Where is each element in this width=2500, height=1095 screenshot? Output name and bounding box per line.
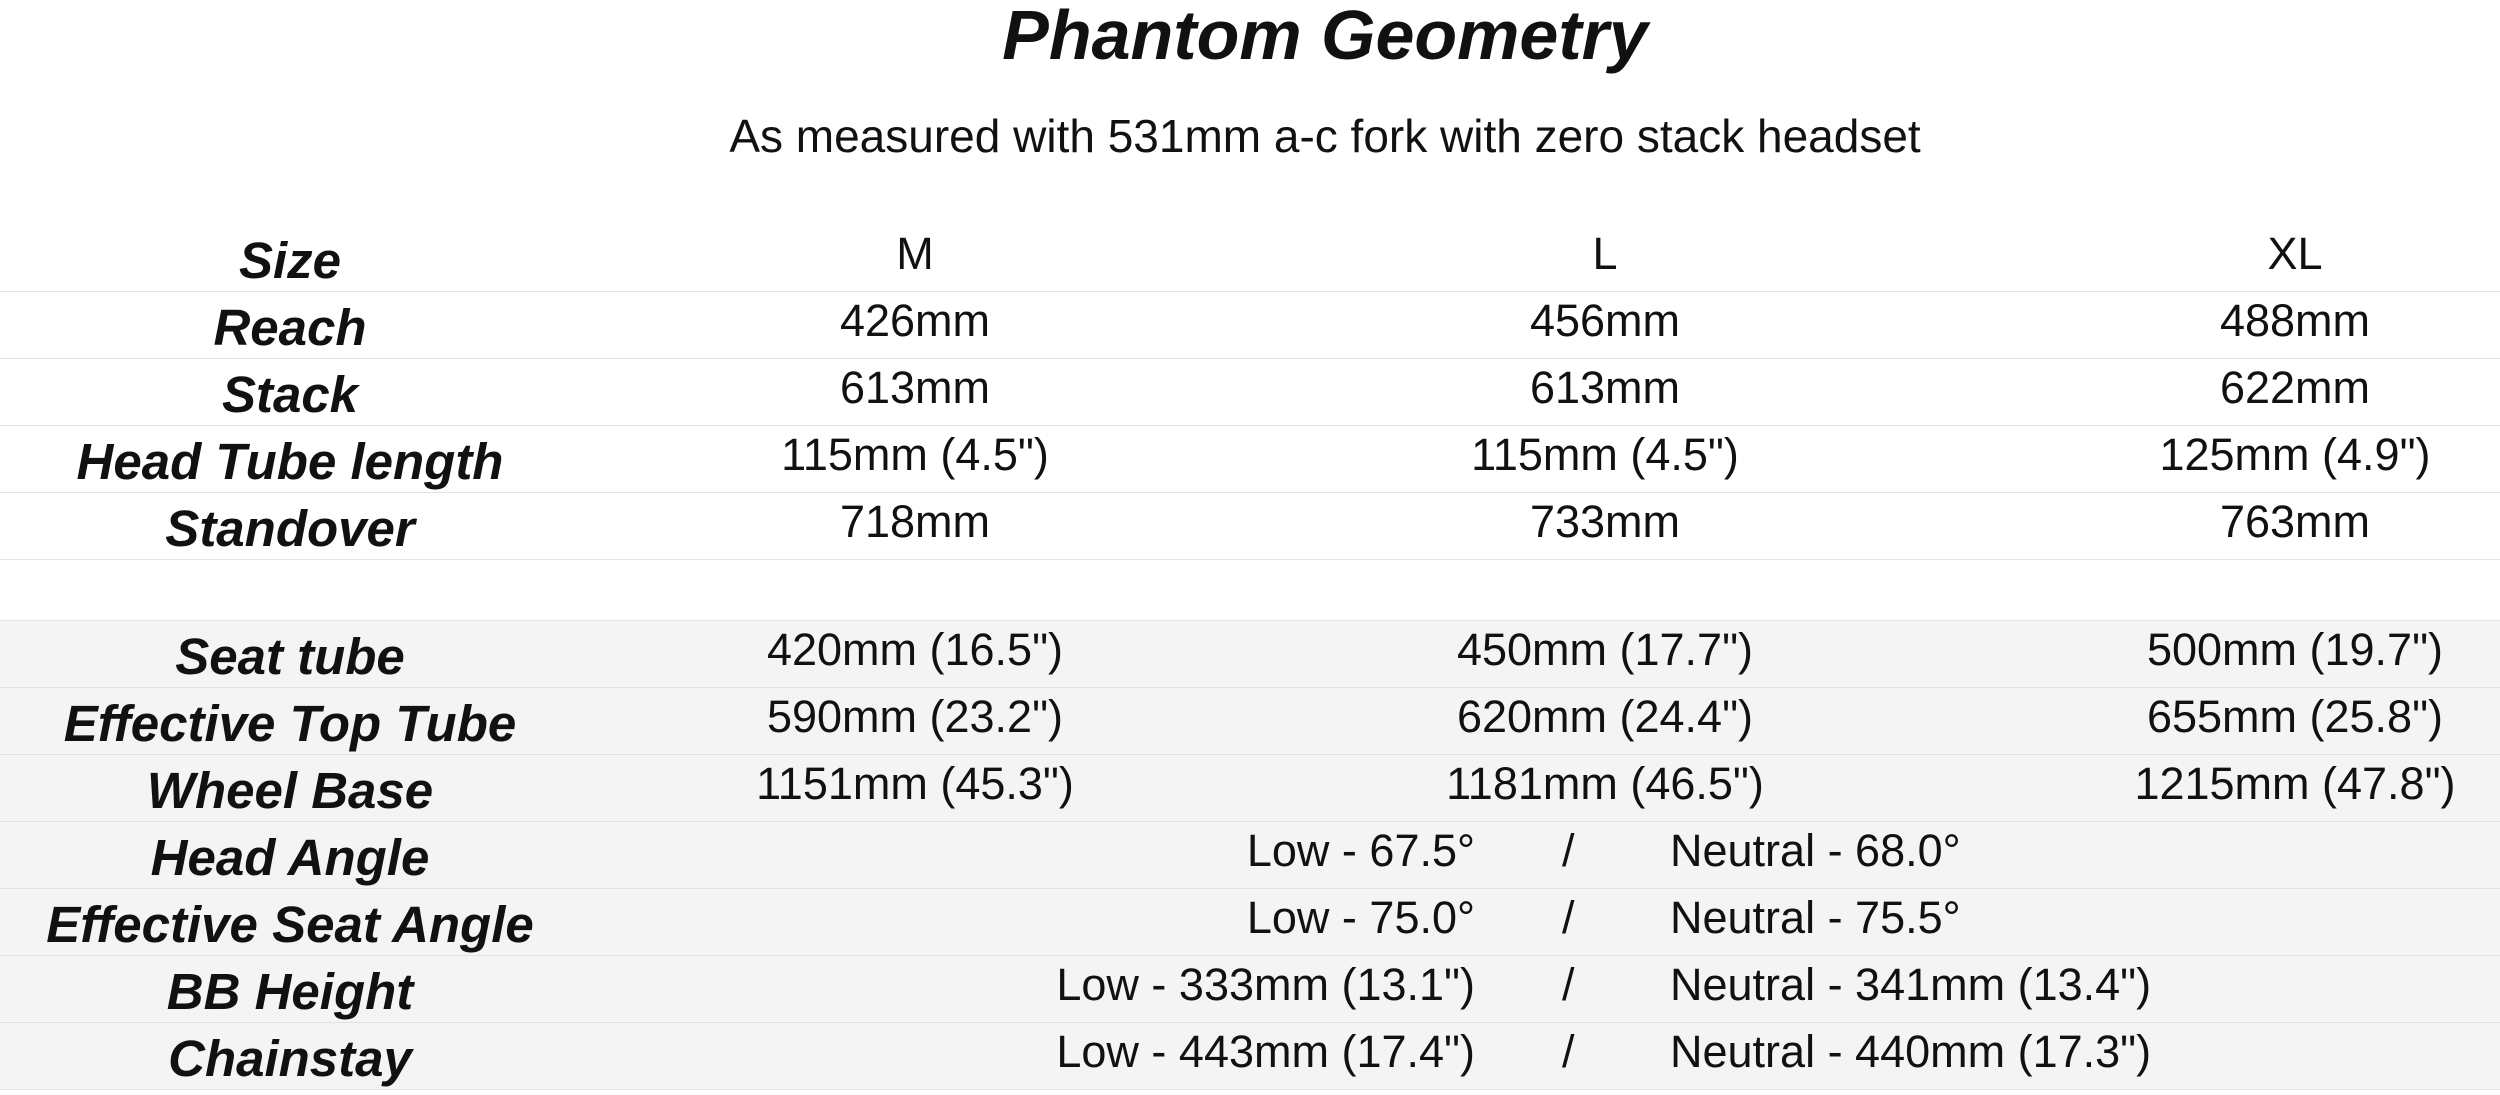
cell-top-tube-xl: 655mm (25.8")	[2146, 691, 2444, 742]
table-row-seat-tube: Seat tube 420mm (16.5") 450mm (17.7") 50…	[0, 620, 2500, 688]
cell-seat-tube-xl: 500mm (19.7")	[2146, 624, 2444, 675]
neutral-setting-value: Neutral - 440mm (17.3")	[1670, 1026, 2152, 1077]
row-label: Head Angle	[150, 829, 430, 886]
row-label: Wheel Base	[146, 762, 434, 819]
table-row-head-tube-length: Head Tube length 115mm (4.5") 115mm (4.5…	[0, 426, 2500, 493]
table-row-reach: Reach 426mm 456mm 488mm	[0, 292, 2500, 359]
cell-head-tube-m: 115mm (4.5")	[781, 429, 1049, 480]
cell-stack-xl: 622mm	[2219, 362, 2371, 413]
page-subtitle: As measured with 531mm a-c fork with zer…	[729, 110, 1921, 162]
neutral-setting-value: Neutral - 75.5°	[1670, 892, 1961, 943]
cell-standover-m: 718mm	[839, 496, 991, 547]
cell-size-l: L	[1592, 228, 1618, 279]
cell-wheel-base-xl: 1215mm (47.8")	[2134, 758, 2456, 809]
cell-size-m: M	[896, 228, 934, 279]
cell-head-tube-xl: 125mm (4.9")	[2159, 429, 2431, 480]
cell-standover-xl: 763mm	[2219, 496, 2371, 547]
row-label: Chainstay	[168, 1030, 412, 1087]
cell-top-tube-m: 590mm (23.2")	[766, 691, 1064, 742]
low-setting-value: Low - 75.0°	[1246, 892, 1475, 943]
row-label: Standover	[165, 500, 415, 557]
table-row-head-angle: Head Angle Low - 67.5° / Neutral - 68.0°	[0, 822, 2500, 889]
cell-wheel-base-l: 1181mm (46.5")	[1446, 758, 1764, 809]
table-row-size: Size M L XL	[0, 225, 2500, 292]
cell-reach-l: 456mm	[1529, 295, 1681, 346]
row-label: Stack	[221, 366, 359, 423]
neutral-setting-value: Neutral - 341mm (13.4")	[1670, 959, 2152, 1010]
geometry-table-frame: Seat tube 420mm (16.5") 450mm (17.7") 50…	[0, 620, 2500, 1090]
cell-head-tube-l: 115mm (4.5")	[1471, 429, 1739, 480]
table-row-bb-height: BB Height Low - 333mm (13.1") / Neutral …	[0, 956, 2500, 1023]
cell-seat-tube-l: 450mm (17.7")	[1456, 624, 1754, 675]
cell-standover-l: 733mm	[1529, 496, 1681, 547]
row-label: Head Tube length	[76, 433, 504, 490]
row-label: Effective Top Tube	[63, 695, 517, 752]
setting-separator: /	[1562, 892, 1575, 943]
cell-size-xl: XL	[2267, 228, 2323, 279]
cell-reach-m: 426mm	[839, 295, 991, 346]
row-label: Seat tube	[175, 628, 405, 685]
row-label: BB Height	[166, 963, 414, 1020]
table-row-chainstay: Chainstay Low - 443mm (17.4") / Neutral …	[0, 1023, 2500, 1090]
cell-wheel-base-m: 1151mm (45.3")	[756, 758, 1074, 809]
cell-reach-xl: 488mm	[2219, 295, 2371, 346]
row-label: Size	[238, 232, 342, 289]
table-row-wheel-base: Wheel Base 1151mm (45.3") 1181mm (46.5")…	[0, 755, 2500, 822]
cell-top-tube-l: 620mm (24.4")	[1456, 691, 1754, 742]
cell-stack-m: 613mm	[839, 362, 991, 413]
table-row-standover: Standover 718mm 733mm 763mm	[0, 493, 2500, 560]
setting-separator: /	[1562, 959, 1575, 1010]
low-setting-value: Low - 333mm (13.1")	[1056, 959, 1475, 1010]
low-setting-value: Low - 443mm (17.4")	[1056, 1026, 1475, 1077]
neutral-setting-value: Neutral - 68.0°	[1670, 825, 1961, 876]
setting-separator: /	[1562, 825, 1575, 876]
table-row-stack: Stack 613mm 613mm 622mm	[0, 359, 2500, 426]
setting-separator: /	[1562, 1026, 1575, 1077]
table-row-effective-seat-angle: Effective Seat Angle Low - 75.0° / Neutr…	[0, 889, 2500, 956]
page-title: Phantom Geometry	[1002, 0, 1648, 74]
row-label: Effective Seat Angle	[46, 896, 534, 953]
cell-seat-tube-m: 420mm (16.5")	[766, 624, 1064, 675]
cell-stack-l: 613mm	[1529, 362, 1681, 413]
table-row-effective-top-tube: Effective Top Tube 590mm (23.2") 620mm (…	[0, 688, 2500, 755]
row-label: Reach	[213, 299, 367, 356]
low-setting-value: Low - 67.5°	[1246, 825, 1475, 876]
geometry-table-sizes: Size M L XL Reach 426mm 456mm 488mm Stac…	[0, 225, 2500, 560]
